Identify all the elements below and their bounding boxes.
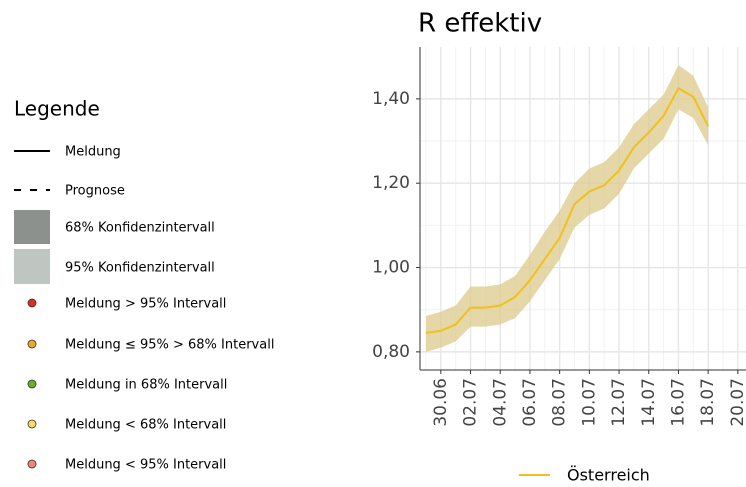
confidence-band [426,65,709,352]
legend-label: Meldung < 68% Intervall [65,418,226,433]
x-tick-label: 06.07 [520,378,540,427]
legend-label: Österreich [567,466,650,485]
legend-title: Legende [14,97,100,121]
legend-label: 95% Konfidenzintervall [65,261,215,276]
legend-panel: Legende Meldung Prognose 68% Konfidenzin… [14,97,274,473]
x-tick-label: 04.07 [490,378,510,427]
y-tick-label: 1,20 [372,173,410,193]
x-tick-label: 12.07 [609,378,629,427]
dot-symbol [27,298,37,308]
legend-label: Meldung [65,145,121,160]
legend-label: 68% Konfidenzintervall [65,221,215,236]
x-tick-label: 18.07 [698,378,718,427]
x-tick-label: 30.06 [431,378,451,427]
dot-symbol [27,459,37,469]
dot-symbol [27,339,37,349]
y-tick-label: 1,00 [372,258,410,278]
chart-title: R effektiv [418,9,542,39]
dot-symbol [27,379,37,389]
legend-label: Meldung < 95% Intervall [65,458,226,473]
x-tick-label: 14.07 [639,378,659,427]
ci95-symbol [14,249,50,284]
x-tick-label: 10.07 [579,378,599,427]
x-tick-label: 20.07 [728,378,746,427]
x-tick-label: 16.07 [668,378,688,427]
ci68-symbol [14,210,50,244]
legend-label: Meldung in 68% Intervall [65,378,227,393]
legend-label: Prognose [65,184,125,199]
line [425,86,710,334]
y-tick-label: 0,80 [372,342,410,362]
dot-symbol [27,419,37,429]
legend-label: Meldung > 95% Intervall [65,297,226,312]
x-tick-label: 02.07 [461,378,481,427]
x-tick-label: 08.07 [550,378,570,427]
y-tick-label: 1,40 [372,89,410,109]
legend-label: Meldung ≤ 95% > 68% Intervall [65,338,274,353]
